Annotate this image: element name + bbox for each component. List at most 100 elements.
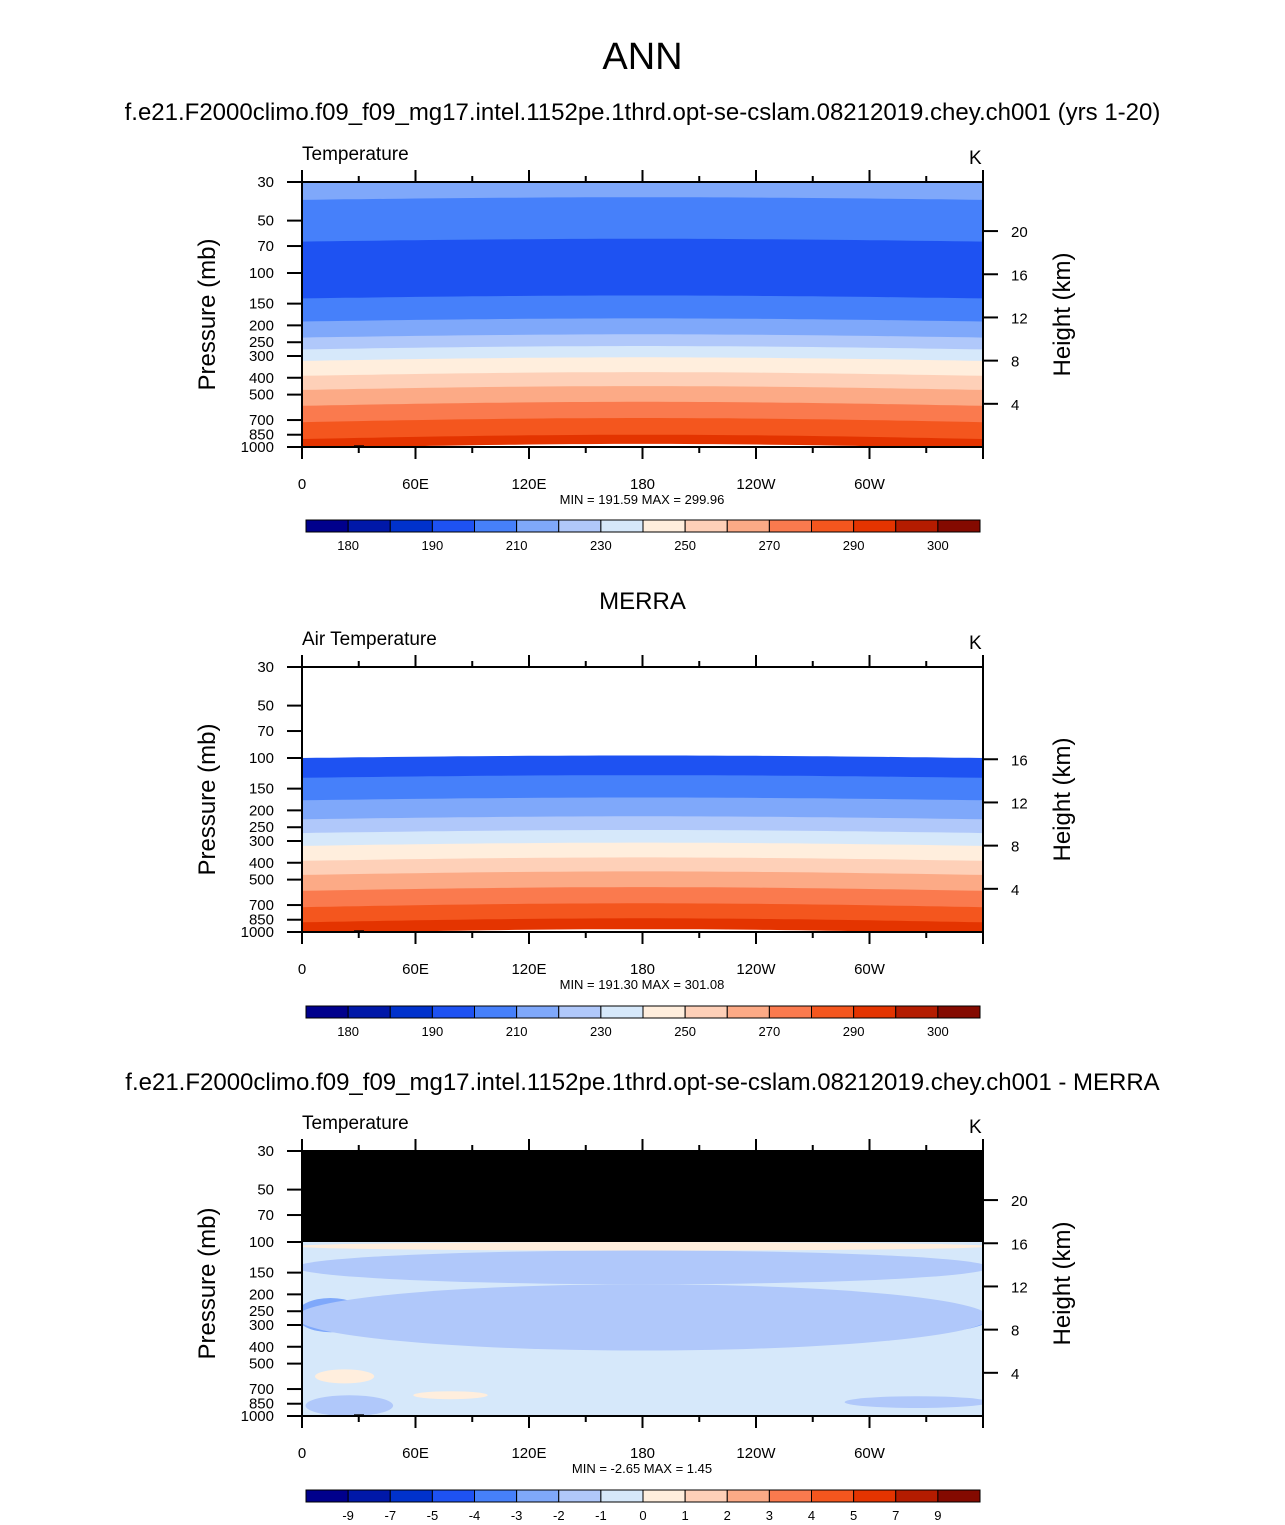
colorbar-label: -1 — [595, 1508, 607, 1523]
height-tick-label: 20 — [1011, 224, 1028, 241]
height-tick-label: 8 — [1011, 1323, 1019, 1340]
height-tick-label: 4 — [1011, 882, 1019, 899]
colorbar-label: 180 — [337, 538, 359, 553]
y-tick-label: 300 — [249, 348, 274, 365]
panel-1-title: f.e21.F2000climo.f09_f09_mg17.intel.1152… — [124, 99, 1161, 126]
panel-3: 0 60E 120E 180 120W 60W3050701001502002503004… — [194, 1113, 1076, 1523]
y-tick-label: 200 — [249, 317, 274, 334]
field-layer — [302, 755, 983, 932]
panel-1: 0 60E 120E 180 120W 60W3050701001502002503004… — [194, 144, 1076, 553]
colorbar-box — [895, 1005, 939, 1019]
colorbar-box — [937, 1005, 981, 1019]
colorbar-box — [642, 1005, 686, 1019]
y-tick-label: 100 — [249, 750, 274, 767]
contour-band — [302, 830, 983, 848]
colorbar-box — [389, 519, 433, 533]
min-max-stats: MIN = 191.30 MAX = 301.08 — [560, 977, 725, 992]
colorbar-label: 2 — [724, 1508, 731, 1523]
colorbar-box — [558, 1489, 602, 1503]
colorbar-box — [726, 519, 770, 533]
x-tick-label: 60E — [402, 476, 429, 493]
contour-band — [302, 346, 983, 363]
contour-band — [302, 372, 983, 392]
contour-band — [302, 887, 983, 909]
y-tick-label: 850 — [249, 1396, 274, 1413]
field-layer — [302, 182, 983, 447]
colorbar-box — [474, 1489, 518, 1503]
contour-band — [302, 816, 983, 835]
contour-band — [302, 434, 983, 447]
y-axis-label: Pressure (mb) — [194, 238, 221, 390]
y-tick-label: 250 — [249, 1303, 274, 1320]
colorbar-box — [431, 1489, 476, 1503]
y-axis-label: Pressure (mb) — [194, 723, 221, 875]
colorbar-box — [431, 1005, 476, 1019]
y-tick-label: 300 — [249, 833, 274, 850]
height-tick-label: 16 — [1011, 752, 1028, 769]
colorbar-label: 230 — [590, 1024, 612, 1039]
colorbar-label: 290 — [843, 538, 865, 553]
y-tick-label: 250 — [249, 334, 274, 351]
colorbar-label: -3 — [511, 1508, 523, 1523]
x-tick-label: 60E — [402, 961, 429, 978]
colorbar-box — [600, 1005, 644, 1019]
colorbar-label: 210 — [506, 538, 528, 553]
colorbar-box — [895, 519, 939, 533]
y-tick-label: 70 — [257, 238, 274, 255]
x-tick-label: 60E — [402, 1445, 429, 1462]
colorbar-box — [474, 519, 518, 533]
contour-band — [302, 295, 983, 323]
colorbar-box — [937, 519, 981, 533]
colorbar-box — [895, 1489, 939, 1503]
x-tick-label: 60W — [854, 961, 886, 978]
x-tick-label: 120W — [736, 961, 776, 978]
x-tick-label: 0 — [298, 476, 306, 493]
x-tick-label: 120W — [736, 476, 776, 493]
colorbar-label: 230 — [590, 538, 612, 553]
y-tick-label: 1000 — [241, 924, 274, 941]
colorbar-box — [558, 1005, 602, 1019]
difference-patch — [302, 1284, 983, 1351]
y-axis-label-right: Height (km) — [1049, 1221, 1076, 1345]
y-tick-label: 500 — [249, 387, 274, 404]
colorbar-box — [474, 1005, 518, 1019]
colorbar-box — [305, 1489, 349, 1503]
colorbar-box — [768, 1005, 813, 1019]
y-tick-label: 70 — [257, 723, 274, 740]
colorbar-label: 1 — [681, 1508, 688, 1523]
panel-3-title: f.e21.F2000climo.f09_f09_mg17.intel.1152… — [125, 1069, 1160, 1096]
colorbar-label: -7 — [385, 1508, 397, 1523]
y-tick-label: 300 — [249, 1317, 274, 1334]
colorbar-box — [431, 519, 476, 533]
colorbar-box — [516, 519, 560, 533]
colorbar-label: 300 — [927, 538, 949, 553]
colorbar-box — [642, 1489, 686, 1503]
y-tick-label: 30 — [257, 174, 274, 191]
colorbar-box — [853, 1489, 897, 1503]
colorbar-label: 270 — [759, 1024, 781, 1039]
x-tick-label: 60W — [854, 1445, 886, 1462]
colorbar-box — [642, 519, 686, 533]
colorbar-label: 190 — [422, 1024, 444, 1039]
colorbar-box — [516, 1489, 560, 1503]
y-tick-label: 500 — [249, 872, 274, 889]
y-tick-label: 400 — [249, 1339, 274, 1356]
colorbar-box — [347, 1489, 391, 1503]
y-tick-label: 30 — [257, 659, 274, 676]
height-tick-label: 16 — [1011, 1236, 1028, 1253]
colorbar-box — [684, 1489, 728, 1503]
colorbar-label: -2 — [553, 1508, 565, 1523]
x-tick-label: 0 — [298, 1445, 306, 1462]
colorbar-box — [305, 1005, 349, 1019]
y-tick-label: 700 — [249, 897, 274, 914]
y-tick-label: 100 — [249, 265, 274, 282]
colorbar-label: 290 — [843, 1024, 865, 1039]
y-tick-label: 1000 — [241, 1408, 274, 1425]
contour-band — [302, 182, 983, 202]
colorbar: 180 190 210 230 250 270 290 300 — [305, 1005, 981, 1039]
y-tick-label: 100 — [249, 1234, 274, 1251]
colorbar-box — [726, 1489, 770, 1503]
height-tick-label: 12 — [1011, 795, 1028, 812]
colorbar-box — [347, 1005, 391, 1019]
